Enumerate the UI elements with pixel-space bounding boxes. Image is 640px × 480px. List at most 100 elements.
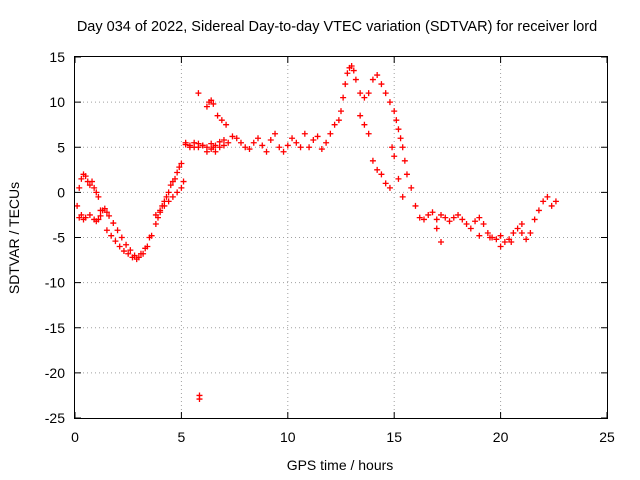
data-point bbox=[386, 184, 393, 191]
data-point bbox=[323, 139, 330, 146]
data-point bbox=[438, 239, 445, 246]
data-point bbox=[544, 193, 551, 200]
data-point bbox=[210, 144, 217, 151]
x-tick-label: 5 bbox=[178, 429, 186, 445]
data-point bbox=[552, 198, 559, 205]
data-point bbox=[95, 193, 102, 200]
data-point bbox=[195, 144, 202, 151]
x-tick-label: 0 bbox=[71, 429, 79, 445]
data-point bbox=[476, 232, 483, 239]
data-point bbox=[165, 198, 172, 205]
data-point bbox=[365, 130, 372, 137]
data-point bbox=[335, 117, 342, 124]
data-point bbox=[301, 130, 308, 137]
data-point bbox=[208, 97, 215, 104]
data-point bbox=[212, 148, 219, 155]
data-point bbox=[497, 232, 504, 239]
data-point bbox=[365, 90, 372, 97]
data-point bbox=[401, 157, 408, 164]
data-point bbox=[199, 142, 206, 149]
data-point bbox=[225, 139, 232, 146]
data-point bbox=[165, 189, 172, 196]
data-point bbox=[352, 76, 359, 83]
axis-ticks: 0 5 10 15 20 25 15 10 5 0 -5 -10 -15 -20 -25 bbox=[45, 49, 615, 445]
data-point bbox=[191, 139, 198, 146]
y-tick-label: -25 bbox=[45, 410, 65, 426]
data-point bbox=[174, 169, 181, 176]
data-point bbox=[284, 142, 291, 149]
data-point bbox=[267, 137, 274, 144]
data-point bbox=[540, 198, 547, 205]
data-point bbox=[196, 396, 203, 403]
y-tick-label: 15 bbox=[49, 49, 65, 65]
data-point bbox=[89, 178, 96, 185]
data-point bbox=[518, 220, 525, 227]
data-point bbox=[391, 153, 398, 160]
data-point bbox=[518, 229, 525, 236]
data-point bbox=[433, 216, 440, 223]
data-point bbox=[395, 175, 402, 182]
y-axis-label: SDTVAR / TECUs bbox=[6, 182, 22, 294]
data-points bbox=[74, 63, 559, 403]
data-point bbox=[395, 126, 402, 133]
data-point bbox=[223, 121, 230, 128]
data-point bbox=[340, 94, 347, 101]
data-point bbox=[125, 250, 132, 257]
data-point bbox=[527, 229, 534, 236]
data-point bbox=[446, 218, 453, 225]
data-point bbox=[174, 189, 181, 196]
data-point bbox=[508, 239, 515, 246]
plot-frame bbox=[74, 56, 608, 419]
y-tick-label: 10 bbox=[49, 94, 65, 110]
data-point bbox=[123, 241, 130, 248]
data-point bbox=[374, 166, 381, 173]
data-point bbox=[535, 207, 542, 214]
data-point bbox=[289, 135, 296, 142]
data-point bbox=[272, 130, 279, 137]
data-point bbox=[103, 227, 110, 234]
data-point bbox=[218, 117, 225, 124]
data-point bbox=[327, 130, 334, 137]
data-point bbox=[208, 140, 215, 147]
data-point bbox=[459, 216, 466, 223]
grid bbox=[75, 57, 607, 418]
data-point bbox=[152, 211, 159, 218]
data-point bbox=[548, 202, 555, 209]
data-point bbox=[350, 67, 357, 74]
data-point bbox=[357, 112, 364, 119]
data-point bbox=[386, 99, 393, 106]
data-point bbox=[397, 135, 404, 142]
data-point bbox=[408, 184, 415, 191]
data-point bbox=[382, 180, 389, 187]
data-point bbox=[233, 135, 240, 142]
data-point bbox=[216, 138, 223, 145]
data-point bbox=[112, 238, 119, 245]
data-point bbox=[403, 171, 410, 178]
data-point bbox=[472, 218, 479, 225]
y-tick-label: 0 bbox=[57, 184, 65, 200]
data-point bbox=[108, 232, 115, 239]
data-point bbox=[74, 202, 81, 209]
data-point bbox=[416, 214, 423, 221]
data-point bbox=[412, 202, 419, 209]
chart-title: Day 034 of 2022, Sidereal Day-to-day VTE… bbox=[77, 19, 597, 35]
data-point bbox=[167, 182, 174, 189]
data-point bbox=[420, 216, 427, 223]
data-point bbox=[486, 234, 493, 241]
data-point bbox=[195, 90, 202, 97]
data-point bbox=[463, 220, 470, 227]
data-point bbox=[450, 214, 457, 221]
x-tick-label: 25 bbox=[599, 429, 615, 445]
data-point bbox=[531, 216, 538, 223]
data-point bbox=[433, 225, 440, 232]
data-point bbox=[120, 248, 127, 255]
data-point bbox=[442, 214, 449, 221]
data-point bbox=[314, 133, 321, 140]
data-point bbox=[172, 175, 179, 182]
data-point bbox=[157, 207, 164, 214]
data-point bbox=[229, 133, 236, 140]
data-point bbox=[86, 211, 93, 218]
data-point bbox=[203, 103, 210, 110]
data-point bbox=[82, 214, 89, 221]
data-point bbox=[523, 236, 530, 243]
